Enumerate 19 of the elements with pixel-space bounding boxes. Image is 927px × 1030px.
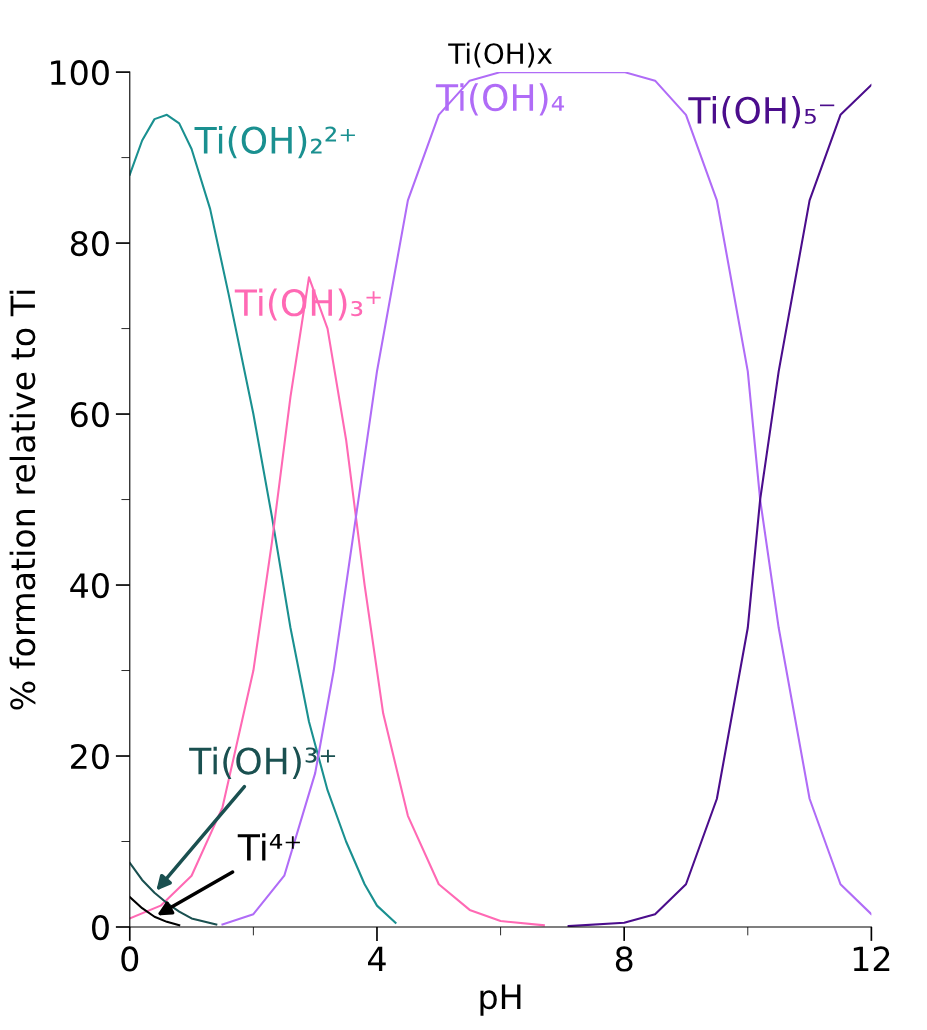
- line-series: [129, 276, 545, 927]
- y-tick-label: 80: [70, 231, 109, 257]
- y-tick-label: 40: [70, 572, 109, 599]
- x-tick-label: 12: [853, 946, 890, 972]
- y-axis-title: % formation relative to Ti: [9, 290, 36, 710]
- x-tick-label: 8: [615, 946, 633, 972]
- y-tick-label: 20: [71, 743, 109, 770]
- y-tick-label: 0: [92, 914, 109, 941]
- line-series: [567, 83, 872, 927]
- x-tick-label: 4: [368, 946, 386, 972]
- x-tick-label: 0: [121, 946, 139, 972]
- y-tick-label: 60: [70, 401, 109, 428]
- y-tick-label: 100: [51, 60, 109, 86]
- chart-title: Ti(OH)x: [448, 42, 553, 68]
- line-series: [129, 861, 218, 926]
- series-label: Ti(OH)₅⁻: [688, 96, 835, 129]
- line-series: [129, 113, 397, 924]
- x-axis-title: pH: [480, 984, 521, 1016]
- series-label: Ti(OH)₂²⁺: [194, 125, 355, 159]
